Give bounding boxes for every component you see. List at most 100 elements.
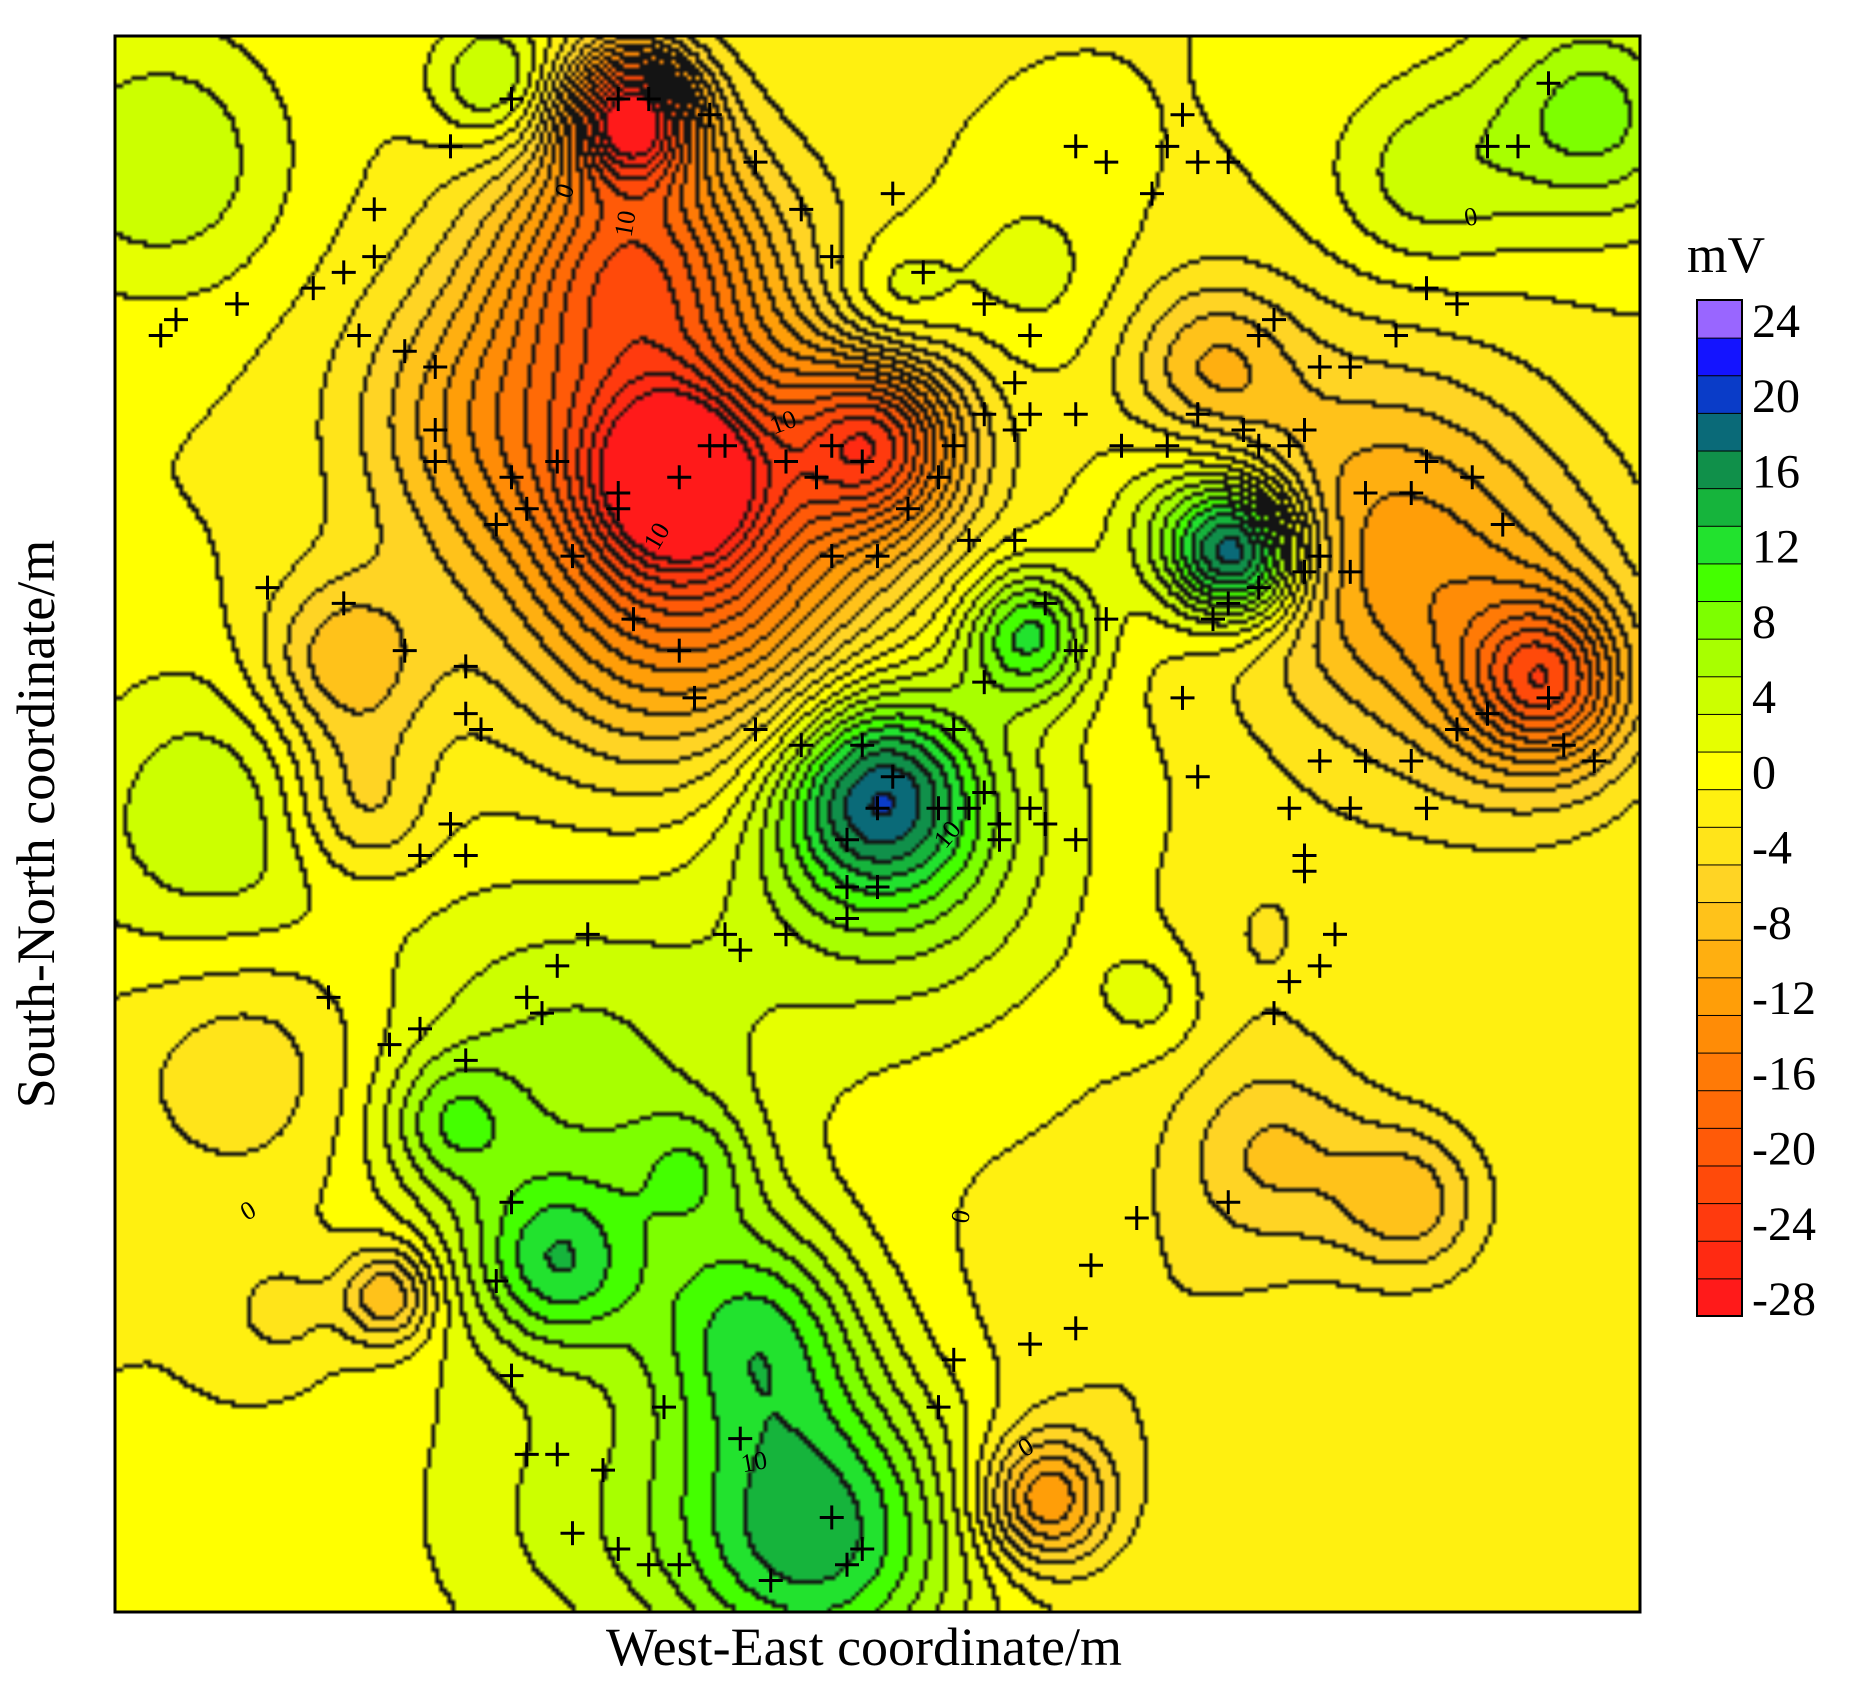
measurement-point-marker xyxy=(255,575,280,600)
measurement-point-marker xyxy=(911,260,936,285)
measurement-point-marker xyxy=(835,1552,859,1577)
measurement-point-marker xyxy=(1277,796,1302,821)
measurement-point-marker xyxy=(819,1505,844,1530)
measurement-point-marker xyxy=(1414,276,1439,301)
measurement-point-marker xyxy=(728,1426,753,1451)
colorbar-swatch xyxy=(1696,863,1743,904)
measurement-point-marker xyxy=(789,197,814,222)
contour-label: 0 xyxy=(1462,201,1480,232)
measurement-point-marker xyxy=(1582,748,1607,773)
measurement-point-marker xyxy=(1002,370,1027,395)
measurement-point-marker xyxy=(713,922,737,947)
colorbar-swatch xyxy=(1696,713,1743,753)
colorbar-tick-label: -16 xyxy=(1752,1047,1816,1100)
measurement-point-marker xyxy=(1140,181,1164,206)
measurement-point-marker xyxy=(1018,323,1042,348)
measurement-point-marker xyxy=(1063,638,1088,663)
measurement-point-marker xyxy=(850,733,875,758)
measurement-point-marker xyxy=(1231,418,1256,442)
measurement-point-marker xyxy=(408,843,432,868)
measurement-point-marker xyxy=(1216,591,1241,616)
measurement-point-marker xyxy=(1475,701,1500,726)
measurement-point-marker xyxy=(1353,481,1378,506)
colorbar-swatch xyxy=(1696,525,1743,565)
measurement-point-marker xyxy=(697,433,722,458)
measurement-point-marker xyxy=(957,528,981,553)
measurement-point-marker xyxy=(1414,796,1439,821)
contour-label: 0 xyxy=(945,1208,976,1226)
colorbar-tick-label: 16 xyxy=(1752,445,1800,498)
measurement-point-marker xyxy=(453,701,478,726)
measurement-point-marker xyxy=(1124,1206,1149,1230)
measurement-point-marker xyxy=(835,875,859,900)
measurement-point-marker xyxy=(1536,71,1561,96)
colorbar-tick-label: -20 xyxy=(1752,1123,1816,1176)
measurement-point-marker xyxy=(636,1552,661,1577)
colorbar-swatch xyxy=(1696,939,1743,979)
measurement-point-marker xyxy=(1307,354,1332,379)
measurement-point-marker xyxy=(514,1442,539,1467)
measurement-point-marker xyxy=(1033,591,1058,616)
colorbar-unit-label: mV xyxy=(1687,227,1765,284)
measurement-point-marker xyxy=(1170,685,1195,710)
measurement-point-marker xyxy=(499,465,524,490)
measurement-point-marker xyxy=(331,591,356,616)
measurement-point-marker xyxy=(499,1363,524,1388)
measurement-point-marker xyxy=(225,291,249,316)
measurement-point-marker xyxy=(804,465,829,490)
measurement-point-marker xyxy=(1277,433,1302,458)
measurement-point-marker xyxy=(1551,733,1576,758)
measurement-point-marker xyxy=(1170,102,1195,127)
measurement-point-marker xyxy=(865,796,890,821)
measurement-point-marker xyxy=(774,922,798,947)
colorbar-tick-label: 0 xyxy=(1752,746,1776,799)
measurement-point-marker xyxy=(774,449,798,474)
measurement-point-marker xyxy=(606,87,631,112)
measurement-point-marker xyxy=(1094,150,1119,175)
measurement-point-marker xyxy=(362,197,387,222)
colorbar-swatch xyxy=(1696,1202,1743,1242)
measurement-point-marker xyxy=(469,717,493,742)
measurement-point-marker xyxy=(1094,607,1119,632)
measurement-point-marker xyxy=(789,733,814,758)
measurement-point-marker xyxy=(1536,685,1561,710)
measurement-point-marker xyxy=(941,433,966,458)
measurement-point-marker xyxy=(1216,150,1241,175)
colorbar-swatch xyxy=(1696,826,1743,866)
measurement-point-marker xyxy=(1063,134,1088,159)
measurement-point-marker xyxy=(606,496,631,521)
measurement-point-marker xyxy=(545,953,570,978)
measurement-point-marker xyxy=(743,150,768,175)
contour-label: 10 xyxy=(739,1445,770,1478)
measurement-point-marker xyxy=(392,638,417,663)
measurement-point-marker xyxy=(819,244,844,269)
measurement-point-marker xyxy=(652,1395,676,1420)
measurement-point-marker xyxy=(591,1458,615,1483)
measurement-point-marker xyxy=(1475,134,1500,159)
colorbar-tick-label: 4 xyxy=(1752,671,1776,724)
colorbar-swatch xyxy=(1696,1052,1743,1092)
measurement-point-marker xyxy=(987,827,1012,852)
measurement-point-marker xyxy=(1338,354,1363,379)
measurement-point-marker xyxy=(316,985,341,1010)
measurement-point-marker xyxy=(453,843,478,868)
measurement-point-marker xyxy=(728,938,753,963)
measurement-point-marker xyxy=(606,1536,631,1561)
measurement-point-marker xyxy=(438,812,463,836)
measurement-point-marker xyxy=(484,1269,509,1294)
colorbar-swatch xyxy=(1696,600,1743,640)
colorbar-swatch xyxy=(1696,1240,1743,1280)
measurement-point-marker xyxy=(972,402,997,427)
colorbar-tick-label: 24 xyxy=(1752,295,1800,348)
measurement-point-marker xyxy=(1018,1332,1042,1357)
measurement-point-marker xyxy=(1445,717,1469,742)
colorbar-swatch xyxy=(1696,1277,1743,1317)
measurement-point-marker xyxy=(1216,1190,1241,1215)
measurement-point-marker xyxy=(896,496,920,521)
measurement-point-marker xyxy=(1506,134,1530,159)
measurement-point-marker xyxy=(850,1536,875,1561)
colorbar-swatch xyxy=(1696,675,1743,715)
measurement-point-marker xyxy=(347,323,371,348)
colorbar-swatch xyxy=(1696,299,1743,339)
measurement-point-marker xyxy=(514,985,539,1010)
